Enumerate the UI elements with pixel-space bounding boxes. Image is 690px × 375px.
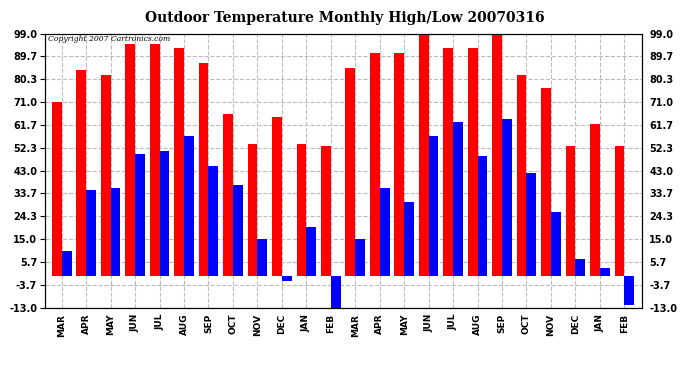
Text: Outdoor Temperature Monthly High/Low 20070316: Outdoor Temperature Monthly High/Low 200… bbox=[145, 11, 545, 25]
Bar bbox=[150, 44, 159, 276]
Bar bbox=[233, 185, 243, 276]
Bar bbox=[624, 276, 634, 305]
Bar bbox=[331, 276, 341, 310]
Bar bbox=[492, 34, 502, 276]
Bar bbox=[321, 146, 331, 276]
Bar bbox=[86, 190, 96, 276]
Bar bbox=[175, 48, 184, 276]
Bar bbox=[590, 124, 600, 276]
Bar bbox=[110, 188, 121, 276]
Bar bbox=[306, 227, 316, 276]
Bar bbox=[101, 75, 110, 276]
Bar bbox=[199, 63, 208, 276]
Bar bbox=[566, 146, 575, 276]
Text: Copyright 2007 Cartronics.com: Copyright 2007 Cartronics.com bbox=[48, 35, 170, 43]
Bar bbox=[419, 34, 428, 276]
Bar bbox=[395, 53, 404, 276]
Bar bbox=[428, 136, 438, 276]
Bar bbox=[248, 144, 257, 276]
Bar bbox=[297, 144, 306, 276]
Bar bbox=[517, 75, 526, 276]
Bar bbox=[370, 53, 380, 276]
Bar bbox=[453, 122, 463, 276]
Bar bbox=[135, 153, 145, 276]
Bar bbox=[61, 251, 72, 276]
Bar bbox=[615, 146, 624, 276]
Bar bbox=[159, 151, 169, 276]
Bar bbox=[477, 156, 487, 276]
Bar bbox=[502, 119, 512, 276]
Bar bbox=[346, 68, 355, 276]
Bar bbox=[526, 173, 536, 276]
Bar bbox=[257, 239, 267, 276]
Bar bbox=[52, 102, 61, 276]
Bar bbox=[272, 117, 282, 276]
Bar bbox=[404, 202, 414, 276]
Bar bbox=[126, 44, 135, 276]
Bar bbox=[575, 259, 585, 276]
Bar bbox=[468, 48, 477, 276]
Bar bbox=[184, 136, 194, 276]
Bar bbox=[380, 188, 390, 276]
Bar bbox=[77, 70, 86, 276]
Bar bbox=[600, 268, 610, 276]
Bar bbox=[355, 239, 365, 276]
Bar bbox=[282, 276, 292, 280]
Bar bbox=[223, 114, 233, 276]
Bar bbox=[208, 166, 218, 276]
Bar bbox=[443, 48, 453, 276]
Bar bbox=[551, 212, 561, 276]
Bar bbox=[541, 87, 551, 276]
